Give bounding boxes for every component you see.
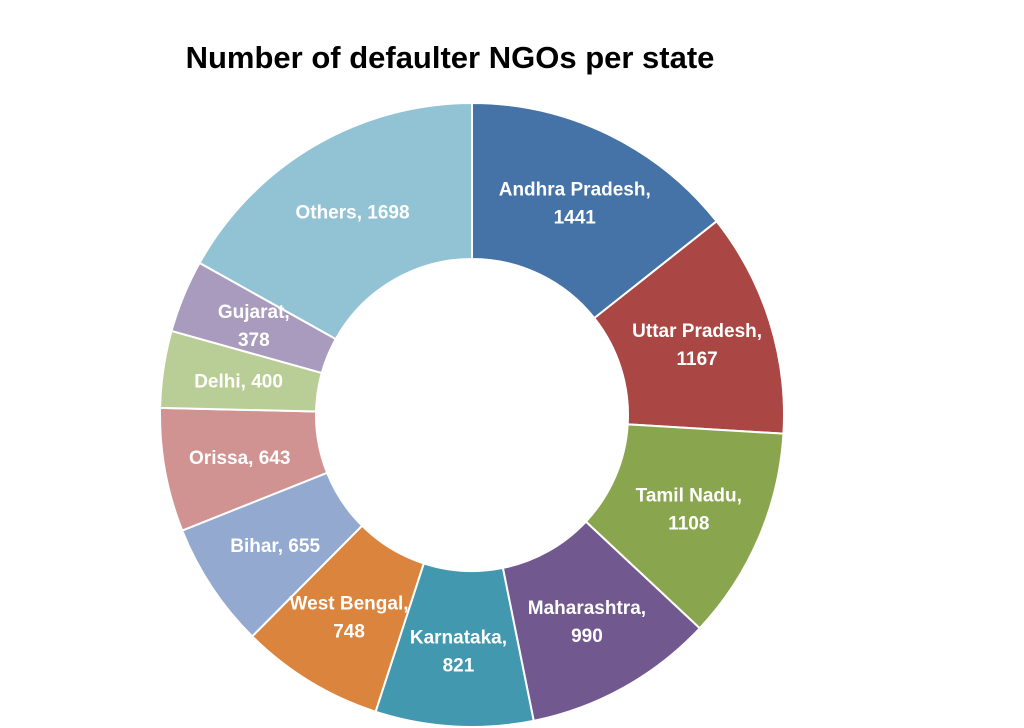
data-label-tamil-nadu: Tamil Nadu, 1108 [636, 485, 742, 534]
data-label-uttar-pradesh: Uttar Pradesh, 1167 [632, 321, 762, 370]
data-label-andhra-pradesh: Andhra Pradesh, 1441 [499, 180, 651, 229]
slice-andhra-pradesh [471, 101, 718, 320]
data-label-maharashtra: Maharashtra, 990 [528, 598, 646, 647]
data-label-delhi: Delhi, 400 [194, 371, 283, 392]
data-label-others: Others, 1698 [295, 202, 409, 223]
slice-uttar-pradesh [592, 219, 785, 435]
slice-others [198, 101, 473, 341]
data-label-orissa: Orissa, 643 [189, 448, 290, 469]
data-label-west-bengal: West Bengal, 748 [290, 593, 409, 642]
donut-slices [159, 101, 785, 728]
donut-labels: Andhra Pradesh, 1441 Uttar Pradesh, 1167 Tam… [189, 180, 762, 677]
data-label-karnataka: Karnataka, 821 [410, 628, 507, 677]
chart-title: Number of defaulter NGOs per state [185, 40, 715, 75]
data-label-bihar: Bihar, 655 [230, 536, 320, 557]
data-label-gujarat: Gujarat, 378 [218, 302, 290, 351]
